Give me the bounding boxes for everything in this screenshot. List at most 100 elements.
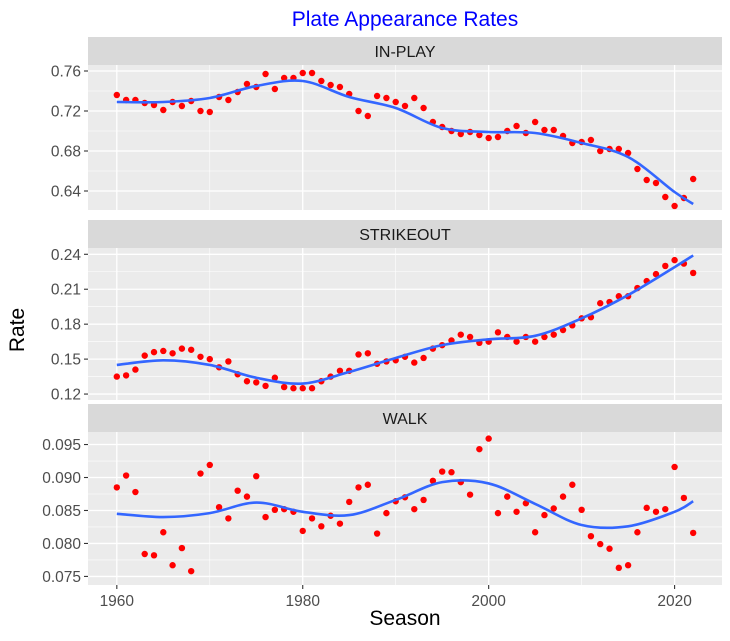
data-point [308, 515, 316, 522]
data-point [401, 102, 409, 110]
data-point [513, 122, 520, 130]
data-point [411, 359, 418, 366]
x-tick-label: 2000 [471, 593, 506, 610]
data-point [346, 498, 353, 506]
facet-strip-label: WALK [383, 411, 428, 428]
data-point [411, 505, 418, 513]
data-point [169, 350, 176, 357]
data-point [531, 338, 539, 345]
data-point [429, 477, 437, 485]
chart-title: Plate Appearance Rates [292, 8, 519, 31]
data-point [271, 85, 279, 93]
facet-strip-label: STRIKEOUT [359, 227, 451, 244]
data-point [689, 529, 697, 537]
data-point [652, 270, 660, 278]
data-point [225, 515, 232, 522]
data-point [541, 511, 548, 519]
data-point [541, 126, 548, 134]
data-point [504, 493, 511, 500]
y-tick-label: 0.080 [42, 536, 81, 553]
data-point [206, 355, 213, 363]
data-point [513, 338, 520, 345]
data-point [485, 435, 492, 442]
data-point [355, 351, 362, 358]
data-point [160, 347, 167, 355]
data-point [494, 509, 502, 517]
data-point [662, 505, 669, 513]
data-point [587, 136, 595, 144]
data-point [373, 92, 381, 100]
data-point [643, 504, 650, 512]
data-point [597, 147, 604, 155]
data-point [597, 540, 604, 548]
data-point [569, 481, 576, 488]
data-point [290, 385, 297, 392]
data-point [262, 382, 269, 390]
data-point [225, 96, 232, 104]
data-point [420, 496, 427, 504]
data-point [141, 352, 148, 359]
y-tick-label: 0.085 [42, 503, 81, 520]
x-tick-label: 1980 [285, 593, 320, 610]
data-point [615, 564, 623, 572]
data-point [206, 108, 213, 116]
data-point [150, 552, 158, 559]
data-point [197, 107, 204, 115]
y-tick-label: 0.21 [51, 282, 81, 299]
data-point [132, 366, 139, 373]
y-tick-label: 0.68 [51, 144, 81, 161]
data-point [336, 83, 344, 91]
data-point [262, 513, 269, 521]
data-point [308, 385, 316, 392]
data-point [122, 372, 130, 379]
data-point [457, 331, 464, 338]
data-point [178, 544, 186, 552]
panel-in-play: IN-PLAY 0.64 0.68 0.72 0.76 [51, 37, 722, 210]
data-point [671, 202, 678, 210]
data-point [392, 98, 399, 106]
data-point [364, 481, 372, 488]
data-point [318, 77, 325, 85]
data-point [141, 550, 148, 558]
data-point [113, 373, 121, 380]
data-point [634, 529, 641, 536]
y-tick-label: 0.64 [51, 184, 82, 201]
data-point [364, 350, 372, 357]
data-point [541, 333, 548, 341]
data-point [206, 461, 213, 469]
data-point [178, 345, 186, 352]
data-point [513, 508, 520, 515]
data-point [438, 468, 446, 475]
panel-background [88, 65, 722, 210]
data-point [150, 348, 158, 356]
data-point [448, 469, 455, 476]
data-point [689, 269, 697, 277]
data-point [578, 506, 585, 514]
data-point [327, 81, 334, 89]
data-point [597, 300, 604, 307]
data-point [132, 488, 139, 496]
y-axis-label: Rate [6, 308, 29, 352]
y-tick-label: 0.76 [51, 64, 81, 81]
data-point [280, 74, 288, 82]
data-point [197, 353, 204, 360]
y-tick-label: 0.12 [51, 387, 81, 404]
data-point [299, 69, 306, 77]
y-tick-label: 0.18 [51, 317, 81, 334]
data-point [411, 94, 418, 102]
data-point [559, 326, 567, 334]
panel-walk: WALK 0.075 0.080 0.085 0.090 0.095 [42, 404, 722, 586]
data-point [606, 545, 613, 552]
data-point [624, 562, 632, 569]
data-point [420, 354, 427, 362]
data-point [262, 70, 269, 78]
facet-strip [88, 37, 722, 65]
data-point [336, 367, 344, 374]
data-point [308, 69, 316, 77]
panel-strikeout: STRIKEOUT 0.12 0.15 0.18 0.21 0.24 [51, 220, 722, 404]
data-point [689, 175, 697, 183]
data-point [373, 530, 381, 537]
data-point [457, 130, 464, 138]
data-point [466, 333, 474, 341]
data-point [122, 472, 130, 479]
